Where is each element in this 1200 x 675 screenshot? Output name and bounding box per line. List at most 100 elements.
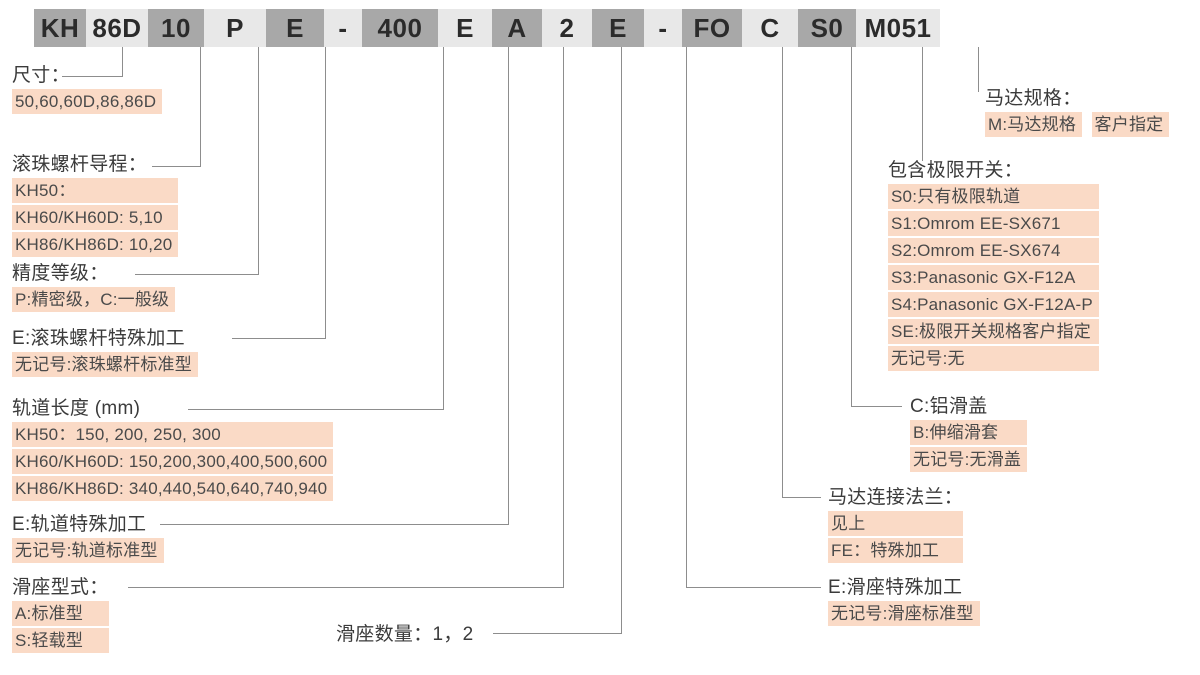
list-item: S1:Omrom EE-SX671 xyxy=(888,211,1099,236)
section-limit-switch-rows: S0:只有极限轨道 S1:Omrom EE-SX671 S2:Omrom EE-… xyxy=(888,184,1099,371)
leader-line-railspecial-horizontal xyxy=(160,524,509,525)
section-cover: C:铝滑盖 B:伸缩滑套 无记号:无滑盖 xyxy=(910,394,1028,474)
leader-line-cover-vertical xyxy=(851,47,852,406)
section-precision-grade-rows: P:精密级，C:一般级 xyxy=(12,287,176,312)
list-item: FE：特殊加工 xyxy=(828,538,964,563)
code-segment: E xyxy=(438,9,492,47)
section-slider-special-rows: 无记号:滑座标准型 xyxy=(828,601,980,626)
code-segment: C xyxy=(742,9,798,47)
list-item: 无记号:轨道标准型 xyxy=(12,538,164,563)
leader-line-raillength-vertical xyxy=(443,47,444,409)
code-segment: P xyxy=(204,9,266,47)
list-item: 无记号:无 xyxy=(888,346,1099,371)
code-segment: - xyxy=(644,9,682,47)
section-size-header: 尺寸： xyxy=(12,65,70,86)
section-cover-header: C:铝滑盖 xyxy=(910,396,988,417)
section-ball-screw-special-rows: 无记号:滚珠螺杆标准型 xyxy=(12,352,198,377)
leader-line-motorspec-vertical xyxy=(978,47,979,92)
list-item: S2:Omrom EE-SX674 xyxy=(888,238,1099,263)
leader-line-lead-horizontal xyxy=(152,166,201,167)
list-item: KH60/KH60D: 5,10 xyxy=(12,205,179,230)
leader-line-slidertype-vertical xyxy=(563,47,564,587)
list-item: 无记号:滚珠螺杆标准型 xyxy=(12,352,198,377)
code-segment: KH xyxy=(34,9,86,47)
section-motor-spec-rows: M:马达规格 客户指定 xyxy=(985,112,1174,139)
list-item: M:马达规格 xyxy=(985,112,1083,137)
list-item: KH86/KH86D: 340,440,540,640,740,940 xyxy=(12,476,334,501)
list-item: 客户指定 xyxy=(1091,112,1170,137)
leader-line-precision-horizontal xyxy=(135,274,259,275)
leader-line-screwspecial-vertical xyxy=(325,47,326,338)
section-ball-screw-lead: 滚珠螺杆导程： KH50： KH60/KH60D: 5,10 KH86/KH86… xyxy=(12,152,179,259)
list-item: S:轻载型 xyxy=(12,628,109,653)
section-motor-spec-header: 马达规格： xyxy=(985,88,1082,109)
list-item: KH50：150, 200, 250, 300 xyxy=(12,422,334,447)
leader-line-raillength-horizontal xyxy=(188,409,444,410)
leader-line-sliderspecial-horizontal xyxy=(686,587,821,588)
section-slider-special: E:滑座特殊加工 无记号:滑座标准型 xyxy=(828,575,980,628)
code-segment: FO xyxy=(682,9,742,47)
section-motor-flange: 马达连接法兰： 见上 FE：特殊加工 xyxy=(828,485,964,565)
list-item: KH60/KH60D: 150,200,300,400,500,600 xyxy=(12,449,334,474)
section-slider-count: 滑座数量：1，2 xyxy=(336,622,474,648)
section-motor-flange-header: 马达连接法兰： xyxy=(828,487,964,508)
section-motor-spec: 马达规格： M:马达规格 客户指定 xyxy=(985,86,1174,139)
leader-line-slidercount-horizontal xyxy=(493,633,622,634)
section-slider-type-header: 滑座型式： xyxy=(12,577,109,598)
section-slider-type: 滑座型式： A:标准型 S:轻载型 xyxy=(12,575,109,655)
leader-line-motorflange-horizontal xyxy=(782,497,821,498)
leader-line-precision-vertical xyxy=(258,47,259,274)
code-segment: - xyxy=(324,9,362,47)
list-item: S0:只有极限轨道 xyxy=(888,184,1099,209)
section-size: 尺寸： 50,60,60D,86,86D xyxy=(12,63,163,116)
list-item: S4:Panasonic GX-F12A-P xyxy=(888,292,1099,317)
section-rail-length-header: 轨道长度 (mm) xyxy=(12,398,141,419)
list-item: KH86/KH86D: 10,20 xyxy=(12,232,179,257)
section-limit-switch: 包含极限开关： S0:只有极限轨道 S1:Omrom EE-SX671 S2:O… xyxy=(888,158,1099,373)
section-rail-length: 轨道长度 (mm) KH50：150, 200, 250, 300 KH60/K… xyxy=(12,396,334,503)
list-item: 无记号:无滑盖 xyxy=(910,447,1028,472)
section-cover-rows: B:伸缩滑套 无记号:无滑盖 xyxy=(910,420,1028,472)
code-segment: S0 xyxy=(798,9,856,47)
leader-line-cover-horizontal xyxy=(851,406,902,407)
code-segment: E xyxy=(592,9,644,47)
section-ball-screw-special: E:滚珠螺杆特殊加工 无记号:滚珠螺杆标准型 xyxy=(12,326,198,379)
section-ball-screw-special-header: E:滚珠螺杆特殊加工 xyxy=(12,328,185,349)
section-size-rows: 50,60,60D,86,86D xyxy=(12,89,163,114)
leader-line-railspecial-vertical xyxy=(508,47,509,524)
code-segment: 400 xyxy=(362,9,438,47)
leader-line-limitswitch-vertical xyxy=(922,47,923,161)
leader-line-slidercount-vertical xyxy=(621,47,622,633)
leader-line-size-horizontal xyxy=(62,76,123,77)
list-item: SE:极限开关规格客户指定 xyxy=(888,319,1099,344)
code-segment: 2 xyxy=(542,9,592,47)
list-item: 50,60,60D,86,86D xyxy=(12,89,163,114)
section-precision-grade: 精度等级： P:精密级，C:一般级 xyxy=(12,261,176,314)
model-code-bar: KH 86D 10 P E -400 E A 2 E - FO C S0 M051 xyxy=(34,9,940,47)
section-slider-special-header: E:滑座特殊加工 xyxy=(828,577,963,598)
list-item: 见上 xyxy=(828,511,964,536)
list-item: S3:Panasonic GX-F12A xyxy=(888,265,1099,290)
list-item: B:伸缩滑套 xyxy=(910,420,1028,445)
code-segment: E xyxy=(266,9,324,47)
list-item: 无记号:滑座标准型 xyxy=(828,601,980,626)
section-rail-special-rows: 无记号:轨道标准型 xyxy=(12,538,164,563)
leader-line-size-vertical xyxy=(122,47,123,77)
leader-line-motorflange-vertical xyxy=(782,47,783,497)
section-precision-grade-header: 精度等级： xyxy=(12,263,109,284)
section-motor-flange-rows: 见上 FE：特殊加工 xyxy=(828,511,964,563)
section-slider-type-rows: A:标准型 S:轻载型 xyxy=(12,601,109,653)
leader-line-lead-vertical xyxy=(200,47,201,166)
list-item: P:精密级，C:一般级 xyxy=(12,287,176,312)
leader-line-sliderspecial-vertical xyxy=(686,47,687,587)
section-rail-special: E:轨道特殊加工 无记号:轨道标准型 xyxy=(12,512,164,565)
leader-line-slidertype-horizontal xyxy=(128,587,564,588)
section-ball-screw-lead-header: 滚珠螺杆导程： xyxy=(12,154,148,175)
section-limit-switch-header: 包含极限开关： xyxy=(888,160,1024,181)
leader-line-screwspecial-horizontal xyxy=(232,338,326,339)
section-ball-screw-lead-rows: KH50： KH60/KH60D: 5,10 KH86/KH86D: 10,20 xyxy=(12,178,179,257)
code-segment: A xyxy=(492,9,542,47)
section-rail-special-header: E:轨道特殊加工 xyxy=(12,514,147,535)
code-segment: M051 xyxy=(856,9,940,47)
